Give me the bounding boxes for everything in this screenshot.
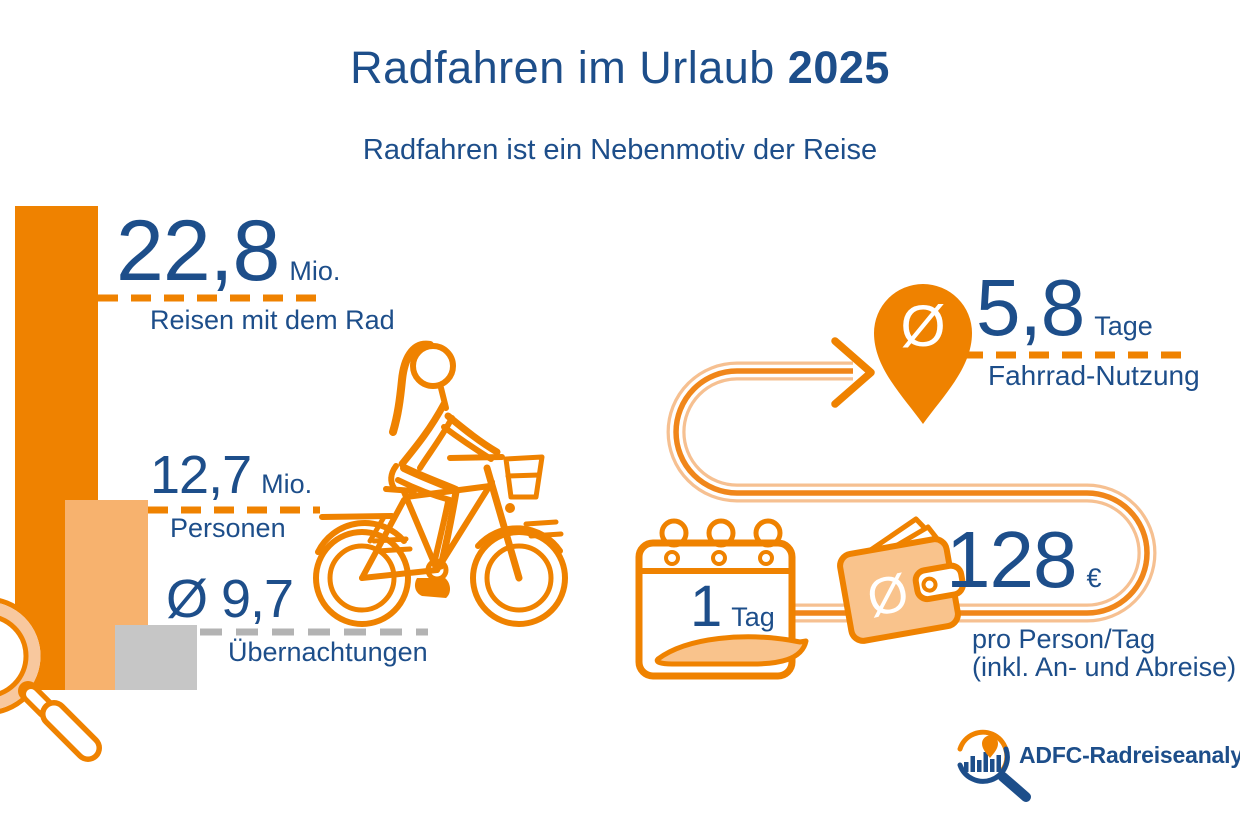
wallet-icon — [837, 516, 966, 644]
stat-persons: 12,7 Mio. — [150, 448, 312, 502]
page-title: Radfahren im Urlaub 2025 — [0, 42, 1240, 94]
adfc-logo-icon — [957, 729, 1031, 802]
shoe — [414, 578, 451, 598]
title-year: 2025 — [787, 42, 890, 93]
spend-label-line1: pro Person/Tag — [972, 624, 1156, 654]
stat-usage: 5,8 Tage — [976, 268, 1153, 348]
page-subtitle: Radfahren ist ein Nebenmotiv der Reise — [362, 134, 878, 166]
magnifier-icon — [0, 598, 102, 762]
stat-trips: 22,8 Mio. — [116, 208, 340, 294]
day-value: 1 — [690, 574, 722, 639]
cyclist-icon — [313, 340, 568, 627]
usage-unit: Tage — [1094, 311, 1153, 341]
pin-average-symbol: Ø — [900, 293, 946, 359]
persons-value: 12,7 — [150, 445, 252, 505]
logo-text: ADFC-Radreiseanalyse — [1019, 742, 1240, 768]
spend-unit: € — [1086, 563, 1102, 593]
spend-label: pro Person/Tag (inkl. An- und Abreise) — [972, 625, 1236, 681]
route-road — [666, 337, 1157, 623]
logo-pin — [982, 735, 998, 758]
stat-calendar-day: 1 Tag — [690, 578, 775, 636]
usage-label: Fahrrad-Nutzung — [988, 360, 1200, 391]
title-text: Radfahren im Urlaub — [350, 42, 775, 93]
page-curl — [654, 634, 809, 667]
trips-value: 22,8 — [116, 203, 280, 299]
trips-label: Reisen mit dem Rad — [150, 305, 395, 335]
stat-spend: 128 € — [946, 520, 1102, 600]
day-unit: Tag — [731, 602, 775, 632]
route-arrow-icon — [831, 337, 875, 408]
persons-unit: Mio. — [261, 469, 313, 499]
spend-label-line2: (inkl. An- und Abreise) — [972, 652, 1237, 682]
overnights-value: Ø 9,7 — [166, 569, 294, 629]
trips-unit: Mio. — [289, 256, 341, 286]
usage-value: 5,8 — [976, 263, 1085, 352]
bar-chart — [15, 206, 428, 690]
stat-overnights: Ø 9,7 — [166, 569, 294, 629]
persons-label: Personen — [170, 513, 286, 543]
spend-value: 128 — [946, 515, 1077, 604]
bar-overnights — [115, 625, 197, 690]
calendar-icon — [635, 518, 809, 680]
map-pin-icon — [874, 284, 972, 424]
logo-bar-chart — [964, 752, 1001, 772]
overnights-label: Übernachtungen — [228, 637, 428, 667]
